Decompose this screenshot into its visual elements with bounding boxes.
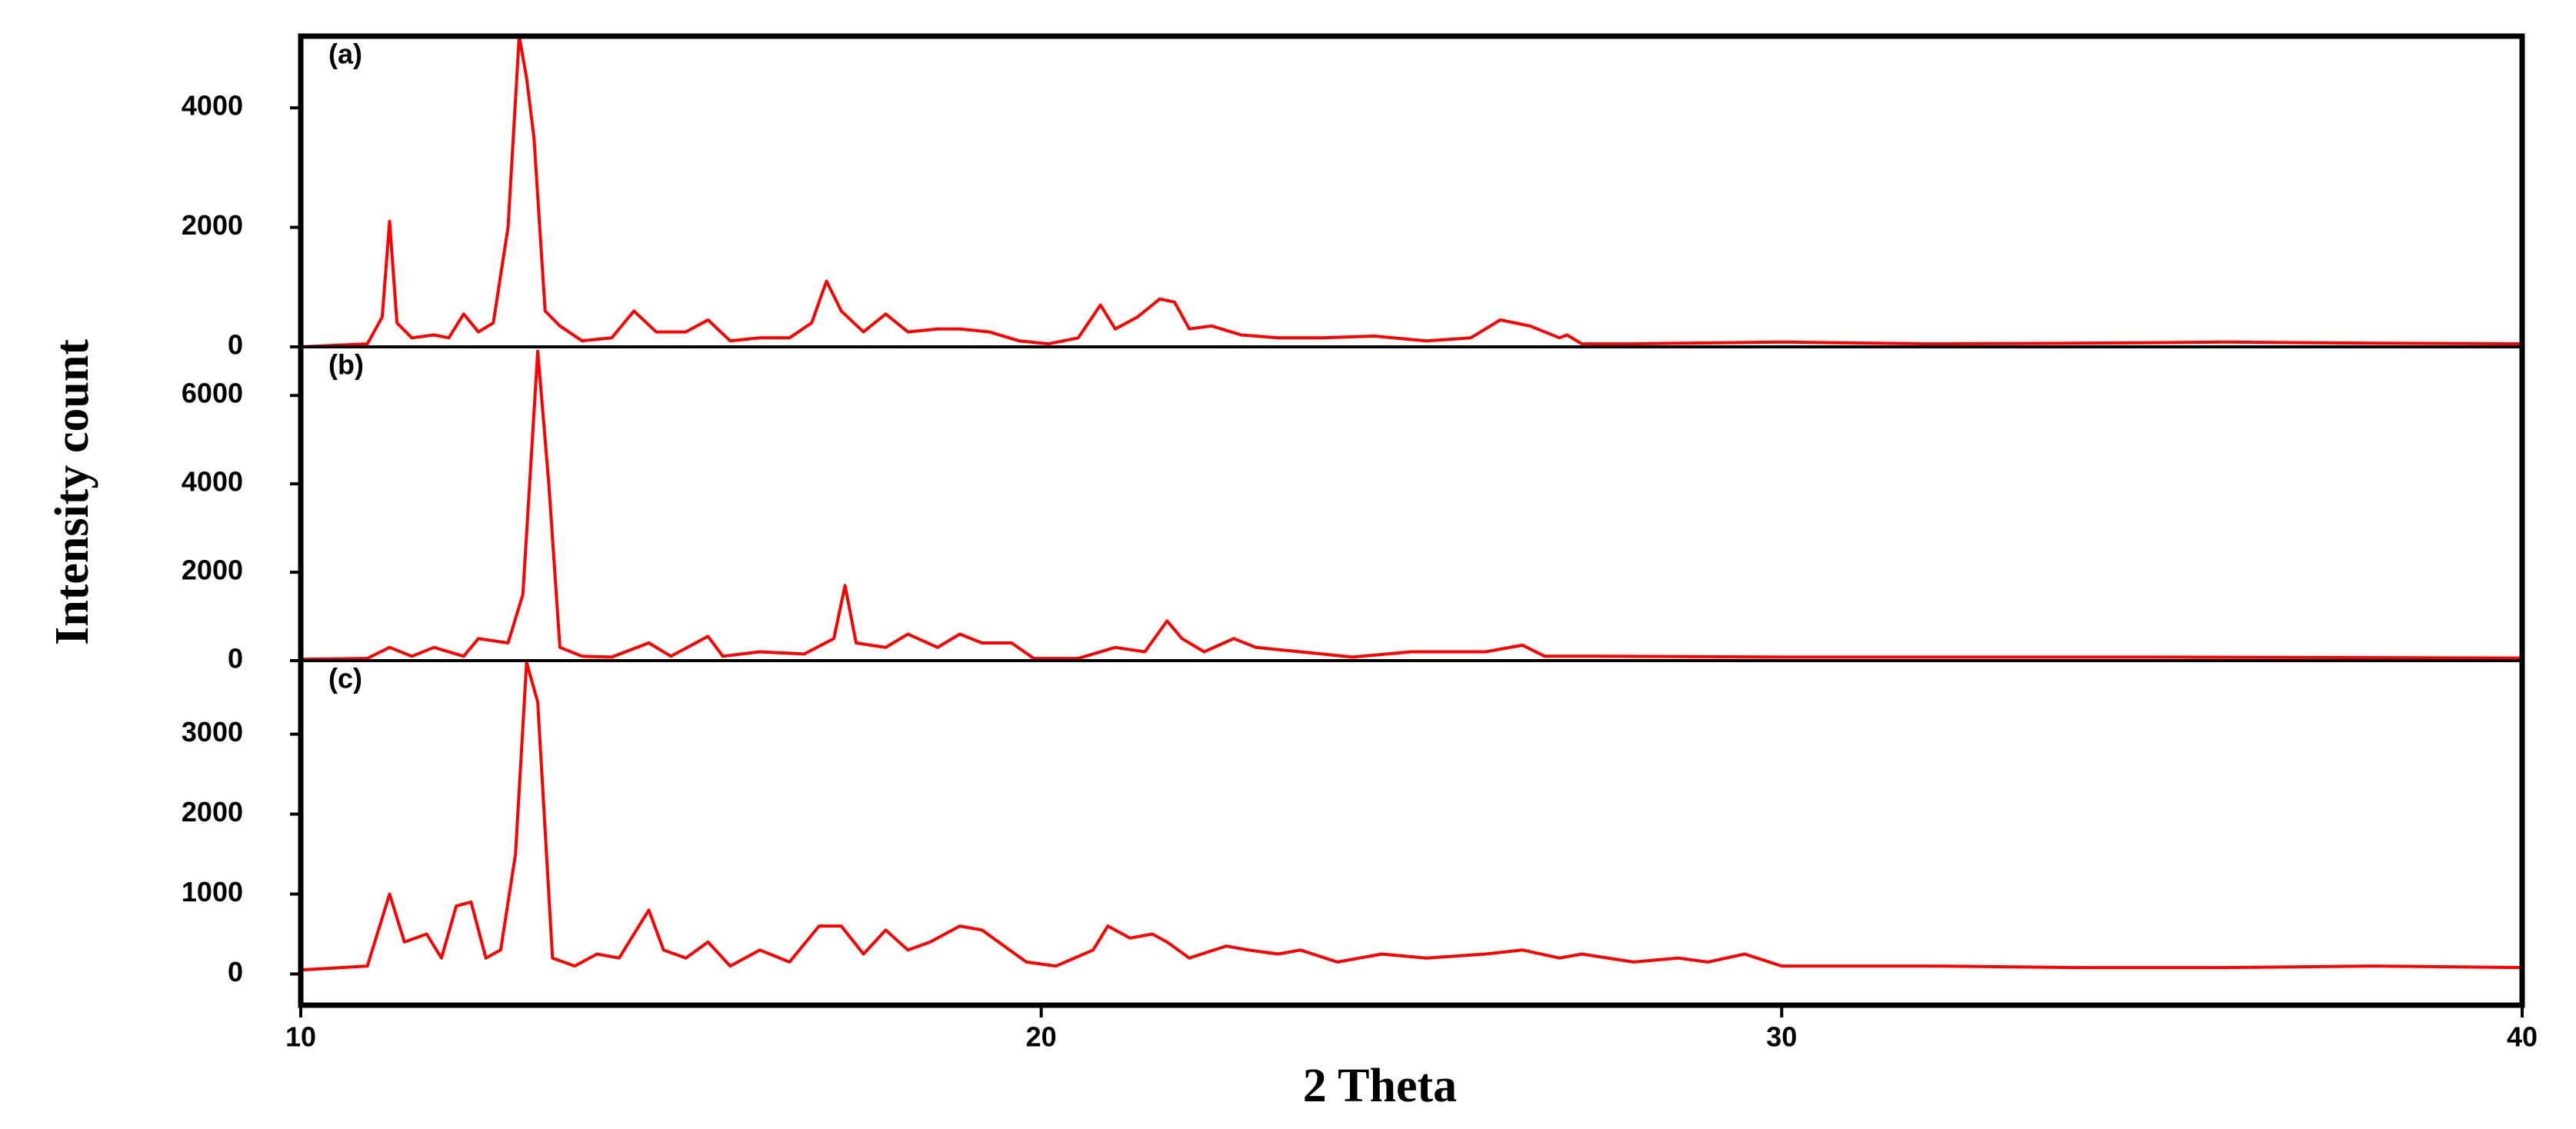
y-tick-label: 0 [228, 956, 243, 987]
x-tick-label: 30 [1766, 1021, 1797, 1053]
x-tick-label: 20 [1026, 1021, 1057, 1053]
panel-label: (b) [328, 349, 364, 381]
y-tick-label: 2000 [182, 796, 243, 828]
y-tick-label: 2000 [182, 209, 243, 241]
y-tick-label: 3000 [182, 716, 243, 748]
x-axis-label: 2 Theta [1303, 1060, 1457, 1112]
y-tick-label: 4000 [182, 466, 243, 498]
y-tick-label: 0 [228, 643, 243, 674]
x-tick-label: 40 [2507, 1021, 2538, 1053]
plot-frame [298, 33, 2525, 1008]
y-tick-label: 1000 [182, 876, 243, 908]
panel-label: (a) [328, 38, 362, 70]
y-tick-label: 2000 [182, 555, 243, 586]
y-axis-label: Intensity count [46, 339, 98, 645]
y-tick-label: 6000 [182, 378, 243, 409]
data-line [300, 661, 2523, 972]
y-tick-label: 4000 [182, 90, 243, 122]
data-line [300, 35, 2523, 348]
data-line [300, 349, 2523, 661]
panel-label: (c) [328, 663, 362, 694]
x-tick-label: 10 [285, 1021, 316, 1053]
y-tick-label: 0 [228, 329, 243, 361]
